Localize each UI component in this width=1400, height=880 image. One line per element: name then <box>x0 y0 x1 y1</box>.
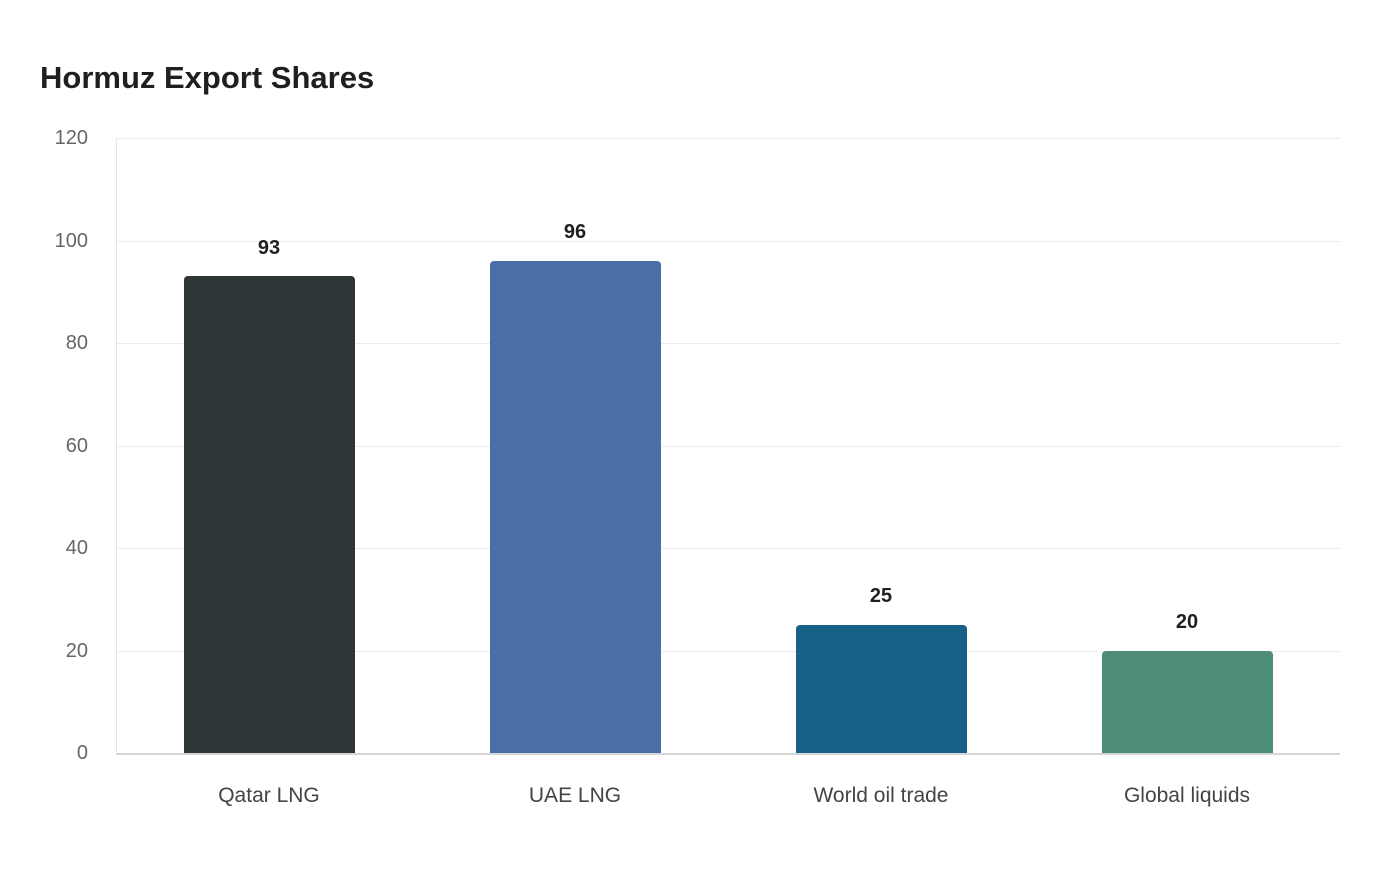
y-tick-60: 60 <box>65 435 88 457</box>
gridline-100 <box>116 240 1340 242</box>
bar-label-world-oil-trade: 25 <box>869 585 893 607</box>
x-label-qatar-lng: Qatar LNG <box>218 784 320 807</box>
gridline-20 <box>116 650 1340 652</box>
y-tick-100: 100 <box>54 230 88 252</box>
y-tick-80: 80 <box>65 332 88 354</box>
y-tick-0: 0 <box>76 742 88 764</box>
bar-global-liquids <box>1101 650 1273 753</box>
x-label-world-oil-trade: World oil trade <box>813 784 949 807</box>
x-label-global-liquids: Global liquids <box>1123 784 1251 807</box>
bar-qatar-lng <box>183 276 355 753</box>
x-label-uae-lng: UAE LNG <box>528 784 622 807</box>
bar-label-qatar-lng: 93 <box>257 237 281 259</box>
plot-area: 93 96 25 20 <box>116 138 1340 755</box>
bar-label-global-liquids: 20 <box>1175 611 1199 633</box>
x-axis-line <box>116 753 1340 755</box>
chart-title: Hormuz Export Shares <box>40 60 375 95</box>
y-tick-120: 120 <box>54 127 88 149</box>
gridline-120 <box>116 138 1340 139</box>
bar-world-oil-trade <box>795 624 967 753</box>
bar-uae-lng <box>489 261 661 753</box>
gridline-40 <box>116 548 1340 549</box>
gridline-80 <box>116 343 1340 344</box>
y-tick-40: 40 <box>65 537 88 559</box>
bar-label-uae-lng: 96 <box>563 221 587 243</box>
y-tick-20: 20 <box>65 640 88 662</box>
y-axis-line <box>116 138 117 753</box>
gridline-60 <box>116 445 1340 447</box>
